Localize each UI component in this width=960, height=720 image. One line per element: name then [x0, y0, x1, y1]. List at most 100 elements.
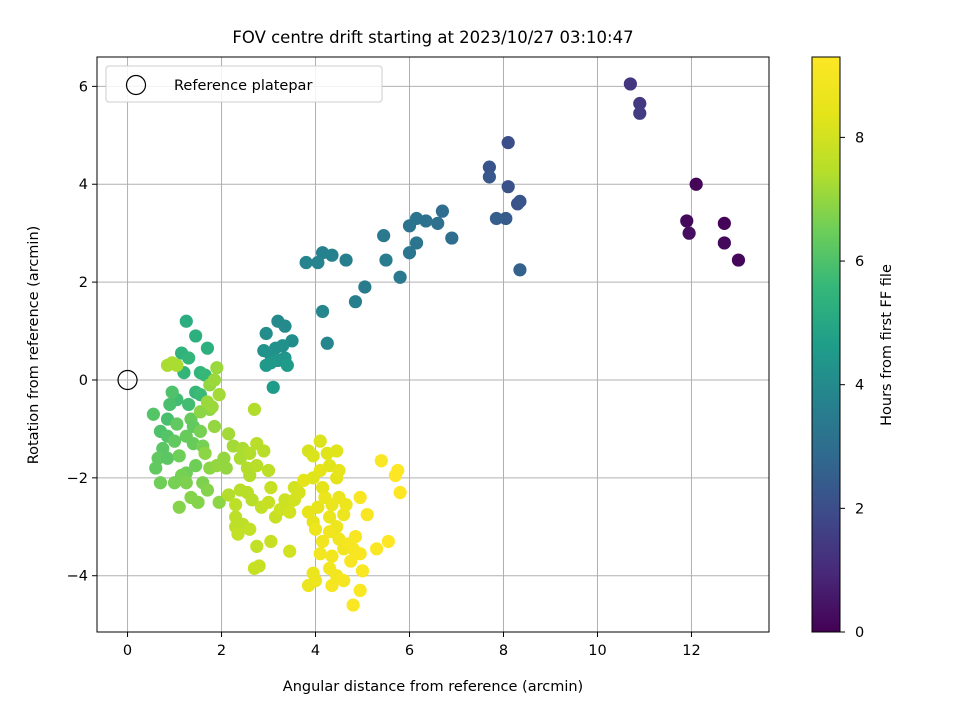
scatter-point: [337, 574, 351, 588]
scatter-point: [393, 485, 407, 500]
scatter-point: [353, 547, 367, 561]
legend: Reference platepar: [105, 65, 383, 103]
scatter-point: [633, 96, 647, 111]
scatter-point: [189, 459, 203, 473]
scatter-point: [283, 544, 297, 558]
scatter-point: [409, 236, 424, 250]
scatter-point: [221, 427, 236, 441]
scatter-point: [717, 236, 731, 250]
scatter-point: [325, 578, 339, 593]
scatter-point: [182, 351, 196, 365]
scatter-point: [153, 476, 168, 490]
scatter-point: [299, 255, 313, 270]
scatter-point: [306, 449, 320, 463]
scatter-point: [445, 231, 459, 245]
scatter-point: [332, 463, 346, 478]
scatter-point: [315, 534, 330, 549]
scatter-point: [431, 216, 445, 230]
scatter-point: [156, 441, 170, 456]
scatter-point: [315, 304, 330, 319]
scatter-point: [229, 498, 243, 512]
x-tick-label: 6: [405, 643, 414, 659]
scatter-point: [172, 500, 186, 514]
scatter-point: [167, 434, 182, 448]
x-tick-label: 4: [311, 643, 320, 659]
colorbar-tick-label: 2: [855, 501, 864, 517]
scatter-point: [243, 446, 257, 460]
chart-title: FOV centre drift starting at 2023/10/27 …: [232, 28, 633, 47]
scatter-point: [482, 160, 496, 174]
scatter-point: [325, 549, 339, 563]
scatter-point: [623, 77, 637, 91]
scatter-point: [200, 483, 215, 497]
scatter-point: [264, 356, 278, 370]
legend-label: Reference platepar: [174, 78, 312, 94]
scatter-point: [167, 476, 182, 490]
x-tick-label: 10: [588, 643, 606, 659]
scatter-point: [680, 214, 694, 228]
scatter-point: [212, 495, 226, 509]
scatter-point: [513, 194, 527, 208]
y-axis-ticks: −4 −2 0 2 4 6: [67, 79, 97, 585]
scatter-point: [499, 211, 513, 226]
scatter-point: [200, 341, 215, 355]
scatter-point: [402, 246, 417, 260]
scatter-point: [243, 468, 257, 483]
scatter-point: [501, 180, 515, 194]
scatter-point: [212, 388, 226, 402]
scatter-point: [245, 493, 259, 507]
scatter-point: [306, 566, 320, 580]
colorbar-ticks: 0 2 4 6 8: [840, 130, 864, 641]
scatter-point: [163, 397, 177, 412]
scatter-point: [221, 488, 236, 502]
scatter-point: [360, 507, 374, 522]
scatter-point: [377, 229, 391, 243]
scatter-point: [297, 473, 311, 487]
scatter-point: [393, 270, 407, 284]
scatter-point: [346, 598, 360, 612]
scatter-point: [264, 534, 278, 549]
scatter-point: [313, 547, 327, 561]
scatter-point: [198, 446, 212, 460]
scatter-point: [344, 554, 358, 568]
scatter-point: [259, 326, 273, 341]
scatter-point: [271, 314, 285, 328]
legend-marker: [125, 74, 147, 96]
scatter-point: [501, 136, 515, 150]
colorbar-label: Hours from first FF file: [879, 264, 895, 426]
scatter-point: [261, 495, 276, 509]
scatter-point: [207, 373, 222, 387]
scatter-point: [146, 407, 160, 421]
scatter-point: [283, 505, 297, 519]
scatter-point: [320, 336, 334, 350]
x-axis-ticks: 0 2 4 6 8 10 12: [123, 632, 701, 659]
y-tick-label: 4: [79, 177, 88, 193]
scatter-point: [149, 461, 163, 475]
colorbar-tick-label: 4: [855, 378, 864, 394]
scatter-point: [257, 344, 271, 358]
x-tick-label: 0: [123, 643, 132, 659]
scatter-point: [482, 170, 496, 184]
scatter-point: [257, 444, 271, 458]
scatter-point: [200, 395, 215, 409]
scatter-point: [165, 356, 179, 370]
x-tick-label: 2: [217, 643, 226, 659]
scatter-point: [193, 405, 207, 419]
y-tick-label: −2: [67, 471, 88, 487]
scatter-point: [323, 525, 337, 539]
plot-frame: [96, 56, 770, 633]
scatter-point: [731, 253, 746, 267]
reference-point: [117, 369, 138, 391]
scatter-point: [682, 226, 696, 240]
scatter-point: [266, 380, 280, 394]
scatter-point: [179, 476, 193, 490]
scatter-point: [379, 253, 393, 267]
legend-box: [105, 65, 383, 103]
reference-marker: [117, 369, 138, 391]
scatter-point: [165, 385, 179, 399]
scatter-point: [374, 454, 388, 468]
scatter-point: [355, 564, 370, 578]
scatter-point: [339, 253, 353, 267]
scatter-point: [633, 106, 647, 120]
